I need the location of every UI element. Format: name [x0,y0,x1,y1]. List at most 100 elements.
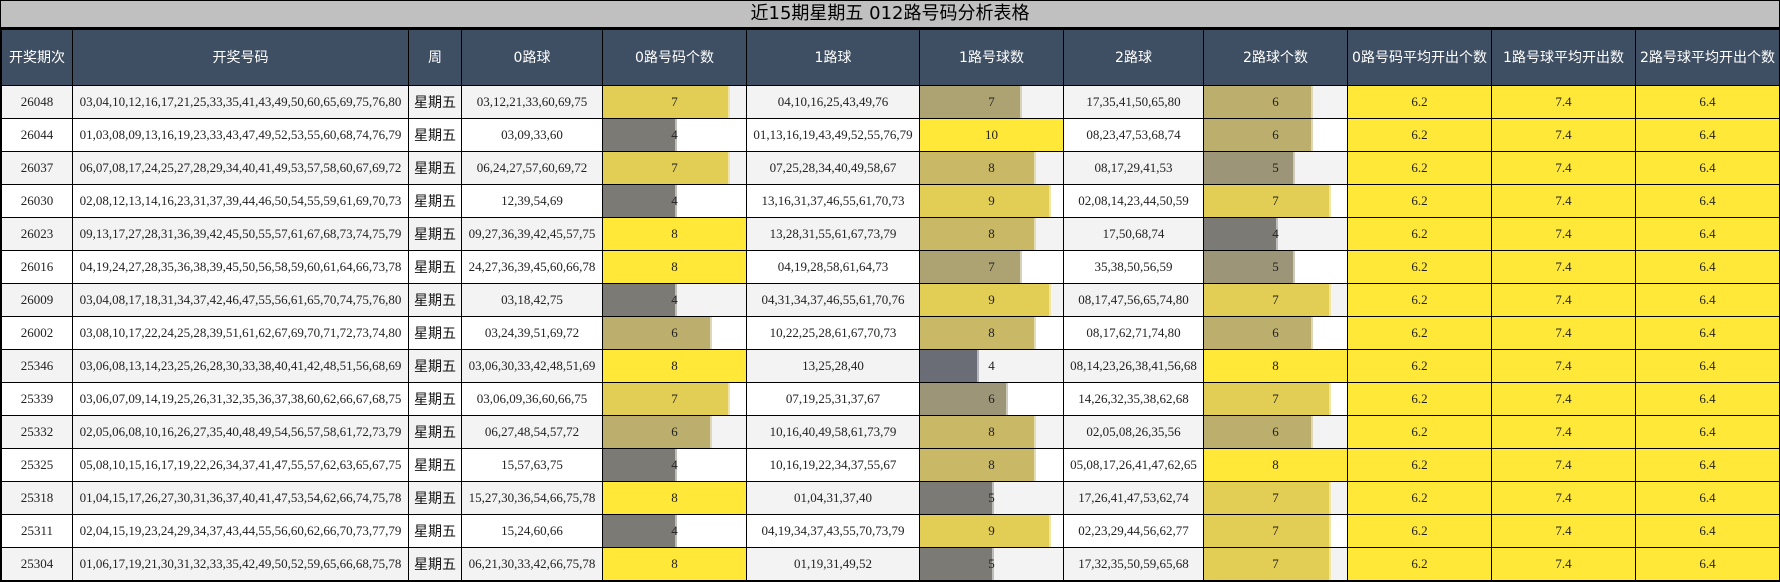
cell-week[interactable]: 星期五 [408,118,462,152]
cell-two-route[interactable]: 08,17,47,56,65,74,80 [1063,283,1204,317]
cell-week[interactable]: 星期五 [408,184,462,218]
cell-numbers[interactable]: 02,04,15,19,23,24,29,34,37,43,44,55,56,6… [72,514,409,548]
cell-one-route[interactable]: 10,16,40,49,58,61,73,79 [746,415,920,449]
cell-zero-route[interactable]: 15,27,30,36,54,66,75,78 [461,481,603,515]
header-week[interactable]: 周 [408,29,462,86]
cell-period[interactable]: 26023 [1,217,73,251]
cell-two-count[interactable]: 6 [1203,85,1348,119]
cell-avg-two[interactable]: 6.4 [1635,217,1780,251]
cell-week[interactable]: 星期五 [408,547,462,581]
cell-one-route[interactable]: 07,19,25,31,37,67 [746,382,920,416]
cell-avg-one[interactable]: 7.4 [1491,85,1636,119]
cell-two-route[interactable]: 35,38,50,56,59 [1063,250,1204,284]
cell-numbers[interactable]: 03,08,10,17,22,24,25,28,39,51,61,62,67,6… [72,316,409,350]
cell-avg-one[interactable]: 7.4 [1491,283,1636,317]
cell-zero-count[interactable]: 4 [602,184,747,218]
cell-two-count[interactable]: 6 [1203,415,1348,449]
cell-two-count[interactable]: 7 [1203,481,1348,515]
header-one-count[interactable]: 1路号球数 [919,29,1064,86]
cell-zero-route[interactable]: 03,18,42,75 [461,283,603,317]
cell-numbers[interactable]: 03,04,10,12,16,17,21,25,33,35,41,43,49,5… [72,85,409,119]
cell-numbers[interactable]: 09,13,17,27,28,31,36,39,42,45,50,55,57,6… [72,217,409,251]
cell-zero-route[interactable]: 03,12,21,33,60,69,75 [461,85,603,119]
cell-avg-one[interactable]: 7.4 [1491,415,1636,449]
cell-numbers[interactable]: 01,04,15,17,26,27,30,31,36,37,40,41,47,5… [72,481,409,515]
cell-period[interactable]: 26030 [1,184,73,218]
cell-two-count[interactable]: 7 [1203,382,1348,416]
cell-two-route[interactable]: 02,23,29,44,56,62,77 [1063,514,1204,548]
cell-one-count[interactable]: 8 [919,448,1064,482]
cell-two-count[interactable]: 6 [1203,118,1348,152]
cell-week[interactable]: 星期五 [408,250,462,284]
cell-two-count[interactable]: 8 [1203,349,1348,383]
cell-zero-count[interactable]: 7 [602,151,747,185]
cell-week[interactable]: 星期五 [408,217,462,251]
cell-zero-count[interactable]: 6 [602,415,747,449]
cell-two-route[interactable]: 08,23,47,53,68,74 [1063,118,1204,152]
cell-avg-one[interactable]: 7.4 [1491,118,1636,152]
cell-two-count[interactable]: 5 [1203,151,1348,185]
cell-week[interactable]: 星期五 [408,85,462,119]
cell-avg-one[interactable]: 7.4 [1491,316,1636,350]
cell-avg-two[interactable]: 6.4 [1635,118,1780,152]
cell-zero-route[interactable]: 09,27,36,39,42,45,57,75 [461,217,603,251]
cell-numbers[interactable]: 02,05,06,08,10,16,26,27,35,40,48,49,54,5… [72,415,409,449]
cell-zero-route[interactable]: 03,06,09,36,60,66,75 [461,382,603,416]
cell-numbers[interactable]: 01,03,08,09,13,16,19,23,33,43,47,49,52,5… [72,118,409,152]
cell-avg-one[interactable]: 7.4 [1491,184,1636,218]
cell-avg-zero[interactable]: 6.2 [1347,184,1492,218]
cell-avg-zero[interactable]: 6.2 [1347,547,1492,581]
cell-zero-count[interactable]: 8 [602,349,747,383]
cell-period[interactable]: 26009 [1,283,73,317]
cell-week[interactable]: 星期五 [408,316,462,350]
cell-numbers[interactable]: 03,04,08,17,18,31,34,37,42,46,47,55,56,6… [72,283,409,317]
cell-week[interactable]: 星期五 [408,349,462,383]
cell-avg-zero[interactable]: 6.2 [1347,118,1492,152]
cell-one-route[interactable]: 04,19,28,58,61,64,73 [746,250,920,284]
cell-zero-count[interactable]: 8 [602,481,747,515]
cell-avg-two[interactable]: 6.4 [1635,85,1780,119]
cell-two-count[interactable]: 4 [1203,217,1348,251]
cell-one-count[interactable]: 8 [919,151,1064,185]
header-zero-count[interactable]: 0路号码个数 [602,29,747,86]
cell-one-count[interactable]: 7 [919,85,1064,119]
cell-avg-one[interactable]: 7.4 [1491,250,1636,284]
cell-avg-zero[interactable]: 6.2 [1347,448,1492,482]
cell-one-count[interactable]: 9 [919,283,1064,317]
cell-one-route[interactable]: 13,16,31,37,46,55,61,70,73 [746,184,920,218]
cell-two-route[interactable]: 17,32,35,50,59,65,68 [1063,547,1204,581]
cell-week[interactable]: 星期五 [408,448,462,482]
cell-two-route[interactable]: 17,35,41,50,65,80 [1063,85,1204,119]
cell-week[interactable]: 星期五 [408,151,462,185]
cell-zero-count[interactable]: 4 [602,514,747,548]
cell-avg-two[interactable]: 6.4 [1635,415,1780,449]
cell-numbers[interactable]: 03,06,07,09,14,19,25,26,31,32,35,36,37,3… [72,382,409,416]
cell-one-route[interactable]: 13,28,31,55,61,67,73,79 [746,217,920,251]
header-period[interactable]: 开奖期次 [1,29,73,86]
cell-period[interactable]: 26016 [1,250,73,284]
cell-two-route[interactable]: 17,50,68,74 [1063,217,1204,251]
cell-one-count[interactable]: 5 [919,481,1064,515]
cell-one-count[interactable]: 9 [919,514,1064,548]
cell-two-route[interactable]: 05,08,17,26,41,47,62,65 [1063,448,1204,482]
cell-two-count[interactable]: 8 [1203,448,1348,482]
cell-avg-two[interactable]: 6.4 [1635,184,1780,218]
cell-two-count[interactable]: 5 [1203,250,1348,284]
cell-one-route[interactable]: 10,22,25,28,61,67,70,73 [746,316,920,350]
cell-one-route[interactable]: 04,19,34,37,43,55,70,73,79 [746,514,920,548]
cell-period[interactable]: 26048 [1,85,73,119]
cell-avg-two[interactable]: 6.4 [1635,481,1780,515]
cell-period[interactable]: 25318 [1,481,73,515]
cell-period[interactable]: 26037 [1,151,73,185]
cell-two-count[interactable]: 7 [1203,283,1348,317]
cell-one-route[interactable]: 01,04,31,37,40 [746,481,920,515]
cell-two-count[interactable]: 7 [1203,184,1348,218]
cell-zero-count[interactable]: 4 [602,118,747,152]
cell-one-count[interactable]: 5 [919,547,1064,581]
cell-avg-two[interactable]: 6.4 [1635,382,1780,416]
cell-period[interactable]: 25311 [1,514,73,548]
cell-avg-two[interactable]: 6.4 [1635,349,1780,383]
cell-avg-one[interactable]: 7.4 [1491,448,1636,482]
cell-zero-route[interactable]: 06,27,48,54,57,72 [461,415,603,449]
cell-one-count[interactable]: 8 [919,217,1064,251]
